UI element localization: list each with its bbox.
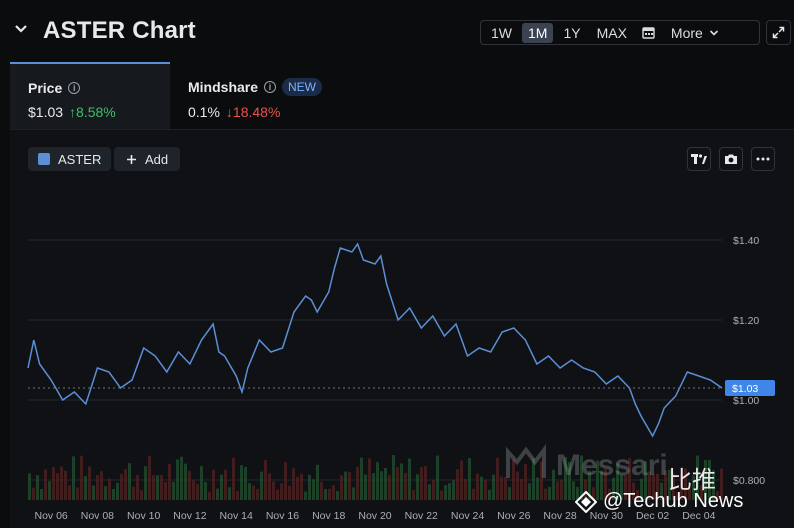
collapse-chevron-icon[interactable] bbox=[14, 22, 32, 40]
chart-header: ASTER Chart 1W 1M 1Y MAX More bbox=[0, 0, 794, 62]
mindshare-value: 0.1% bbox=[188, 104, 220, 120]
tradingview-icon[interactable] bbox=[687, 147, 711, 171]
calendar-icon[interactable] bbox=[637, 24, 661, 42]
price-value: $1.03 bbox=[28, 104, 64, 120]
info-icon[interactable]: i bbox=[68, 82, 81, 94]
plus-icon bbox=[127, 154, 136, 164]
more-label: More bbox=[670, 24, 703, 41]
more-options-icon[interactable] bbox=[751, 147, 775, 171]
series-color-swatch bbox=[38, 153, 50, 165]
expand-icon[interactable] bbox=[766, 20, 791, 45]
range-selector: 1W 1M 1Y MAX More bbox=[480, 20, 760, 45]
price-change: ↑8.58% bbox=[69, 104, 116, 120]
chart-title: ASTER Chart bbox=[43, 17, 196, 44]
range-1y-button[interactable]: 1Y bbox=[563, 24, 581, 41]
watermark-cn: 比推 bbox=[668, 467, 716, 494]
watermark-text: @Techub News bbox=[603, 490, 744, 512]
mindshare-change: ↓18.48% bbox=[226, 104, 280, 120]
info-icon[interactable]: i bbox=[264, 81, 277, 93]
series-chip-label: ASTER bbox=[58, 151, 102, 167]
diamond-logo-icon bbox=[575, 490, 597, 513]
more-dropdown[interactable]: More bbox=[665, 23, 725, 43]
range-1w-button[interactable]: 1W bbox=[491, 24, 512, 41]
price-label: Price bbox=[28, 80, 63, 96]
add-series-button[interactable]: Add bbox=[114, 147, 181, 171]
tab-price[interactable]: Price i $1.03 ↑8.58% bbox=[10, 62, 170, 129]
mindshare-change-value: 18.48% bbox=[232, 104, 281, 120]
arrow-up-icon: ↑ bbox=[69, 104, 77, 120]
chevron-down-icon bbox=[709, 29, 718, 36]
camera-icon[interactable] bbox=[719, 147, 743, 171]
mindshare-label: Mindshare bbox=[188, 79, 259, 95]
new-badge: NEW bbox=[282, 78, 323, 96]
series-chip-aster[interactable]: ASTER bbox=[28, 147, 112, 171]
tab-mindshare[interactable]: Mindshare i NEW 0.1% ↓18.48% bbox=[170, 62, 370, 129]
range-max-button[interactable]: MAX bbox=[596, 24, 627, 41]
watermark: @Techub News bbox=[575, 490, 743, 513]
add-label: Add bbox=[145, 151, 169, 167]
metric-tabs: Price i $1.03 ↑8.58% Mindshare i NEW 0.1… bbox=[10, 62, 794, 129]
range-1m-button[interactable]: 1M bbox=[522, 22, 554, 43]
price-change-value: 8.58% bbox=[76, 104, 116, 120]
arrow-down-icon: ↓ bbox=[225, 104, 233, 120]
